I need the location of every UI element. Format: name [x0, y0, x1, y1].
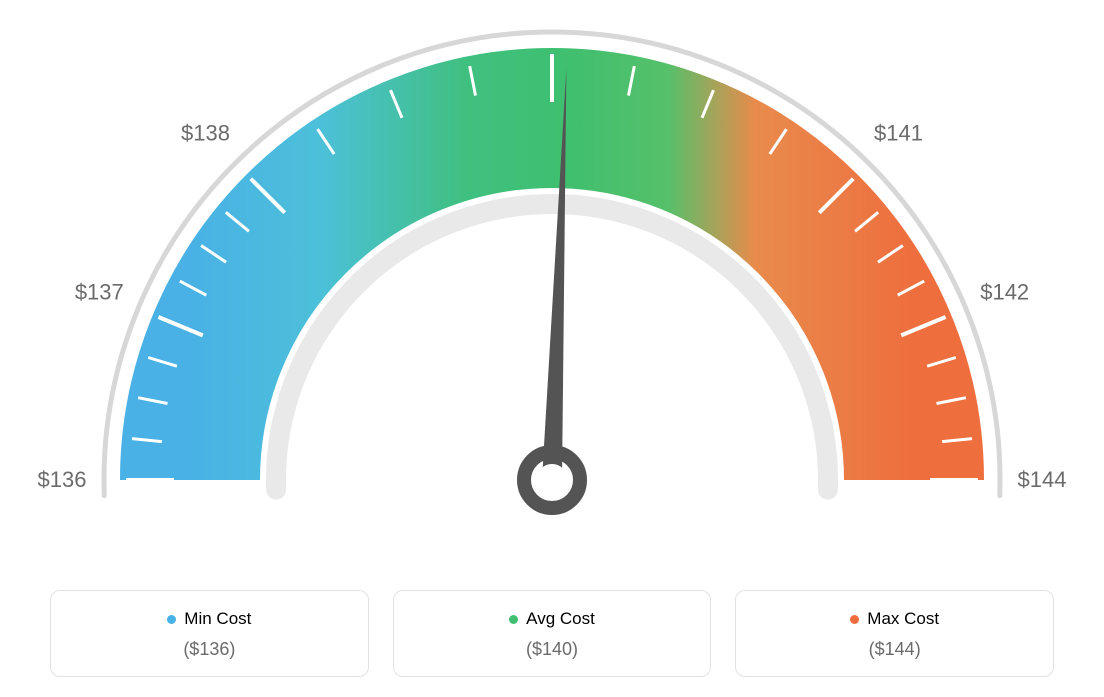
- legend-card-max: Max Cost ($144): [735, 590, 1054, 677]
- legend-dot-avg: [509, 615, 518, 624]
- svg-text:$136: $136: [38, 467, 87, 492]
- legend-dot-min: [167, 615, 176, 624]
- svg-text:$142: $142: [980, 279, 1029, 304]
- svg-text:$137: $137: [75, 279, 124, 304]
- legend-label-min: Min Cost: [167, 609, 251, 629]
- legend-card-min: Min Cost ($136): [50, 590, 369, 677]
- svg-text:$141: $141: [874, 121, 923, 146]
- legend-text-max: Max Cost: [867, 609, 939, 629]
- legend-value-avg: ($140): [404, 639, 701, 660]
- gauge-chart: $136$137$138$140$141$142$144: [20, 20, 1084, 560]
- legend-card-avg: Avg Cost ($140): [393, 590, 712, 677]
- svg-text:$144: $144: [1018, 467, 1067, 492]
- legend-label-max: Max Cost: [850, 609, 939, 629]
- gauge-svg: $136$137$138$140$141$142$144: [32, 20, 1072, 560]
- legend-text-min: Min Cost: [184, 609, 251, 629]
- legend-label-avg: Avg Cost: [509, 609, 595, 629]
- legend-row: Min Cost ($136) Avg Cost ($140) Max Cost…: [20, 590, 1084, 677]
- legend-value-min: ($136): [61, 639, 358, 660]
- legend-value-max: ($144): [746, 639, 1043, 660]
- legend-dot-max: [850, 615, 859, 624]
- svg-text:$138: $138: [181, 121, 230, 146]
- legend-text-avg: Avg Cost: [526, 609, 595, 629]
